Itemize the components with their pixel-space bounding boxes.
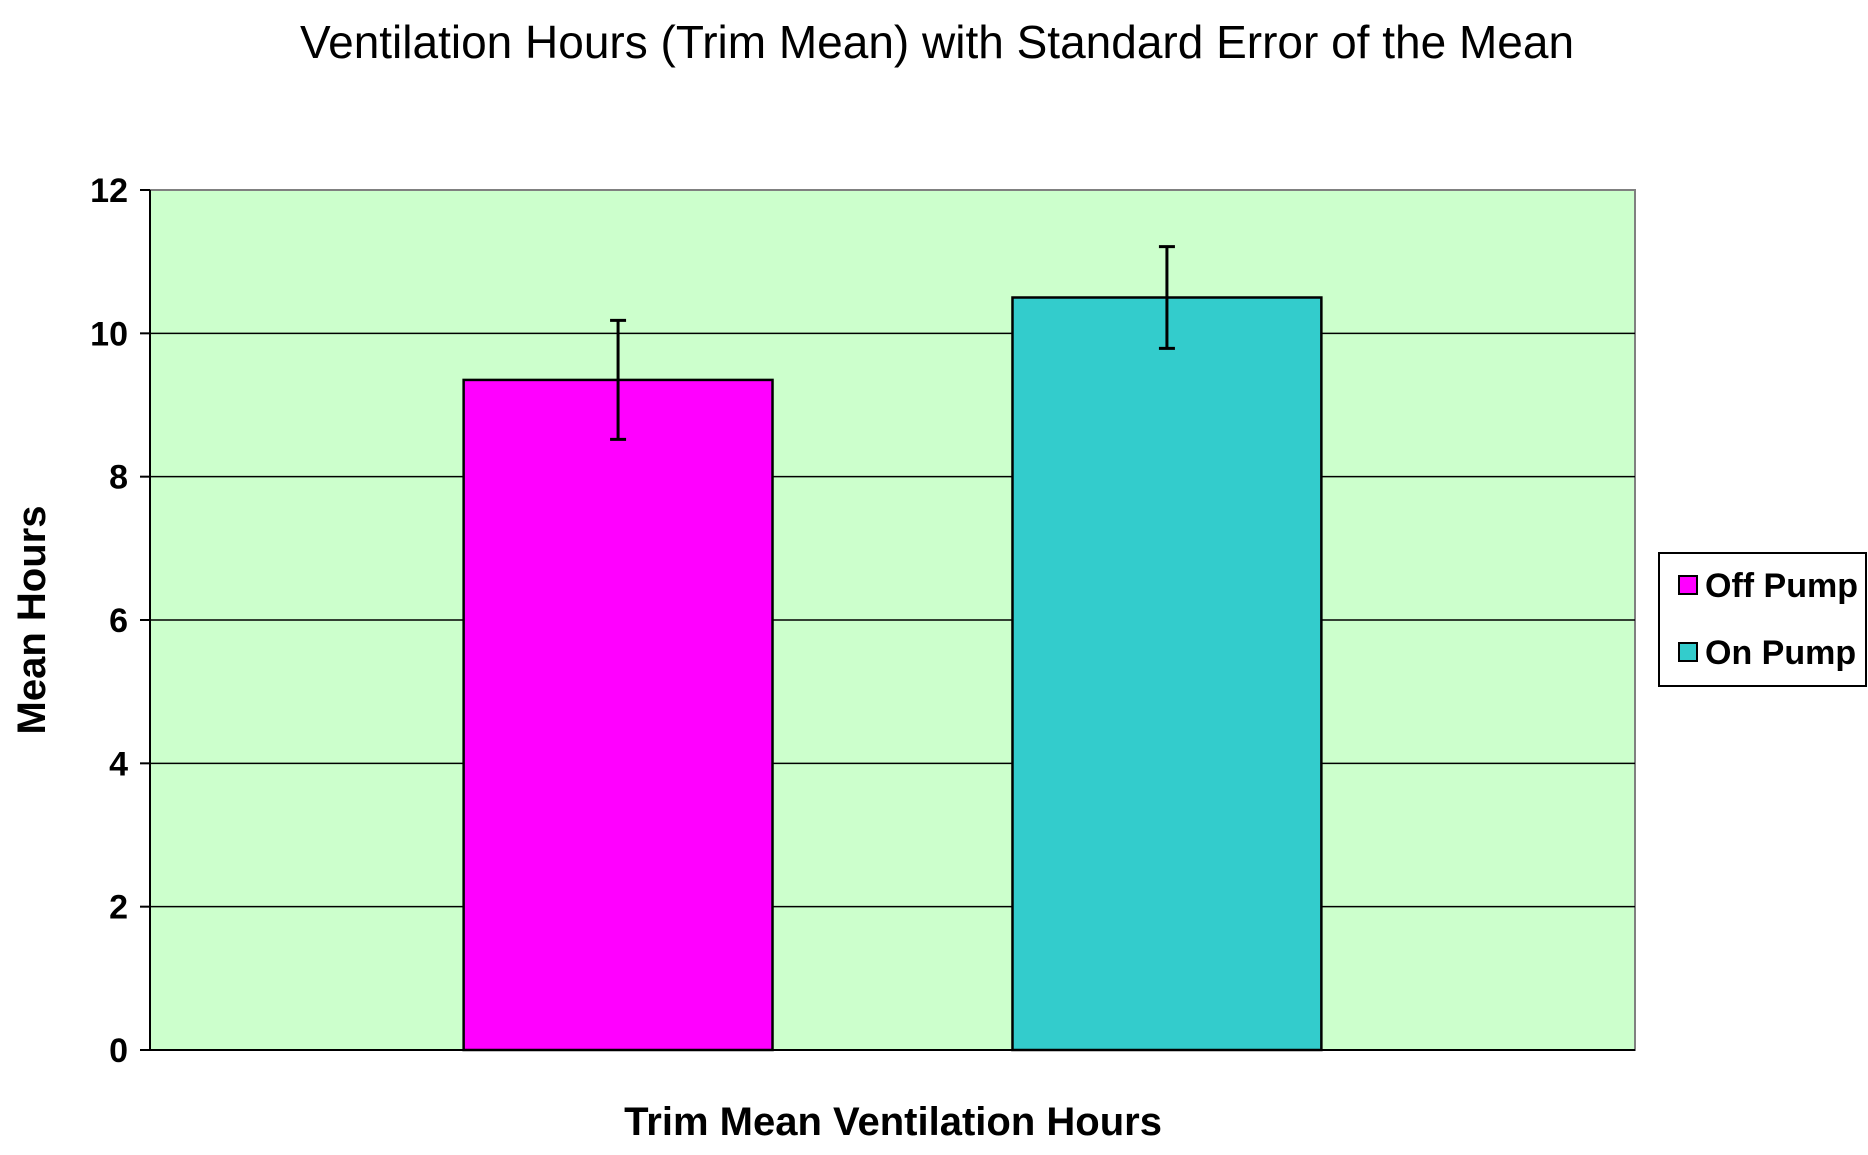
y-tick-label: 12: [90, 172, 128, 210]
y-axis: 0 2 4 6 8 10 12: [90, 172, 1635, 1070]
bars: [462, 296, 1323, 1052]
bar-on-pump: [1011, 296, 1323, 1052]
gridlines: [150, 332, 1635, 908]
y-tick-label: 6: [109, 602, 128, 640]
legend-swatch: [1678, 575, 1698, 595]
y-tick-label: 4: [109, 745, 128, 783]
y-tick-label: 8: [109, 459, 128, 497]
legend-swatch: [1678, 642, 1698, 662]
chart-title: Ventilation Hours (Trim Mean) with Stand…: [300, 16, 1574, 68]
bar-off-pump: [462, 378, 774, 1052]
y-axis-label: Mean Hours: [10, 506, 54, 735]
x-axis-label: Trim Mean Ventilation Hours: [624, 1100, 1162, 1144]
y-tick-label: 10: [90, 315, 128, 353]
legend-label: On Pump: [1705, 634, 1856, 672]
y-tick-label: 2: [109, 889, 128, 927]
legend: Off Pump On Pump: [1658, 552, 1867, 687]
error-bars: [610, 245, 1175, 441]
y-tick-label: 0: [109, 1032, 128, 1070]
legend-label: Off Pump: [1705, 567, 1858, 605]
